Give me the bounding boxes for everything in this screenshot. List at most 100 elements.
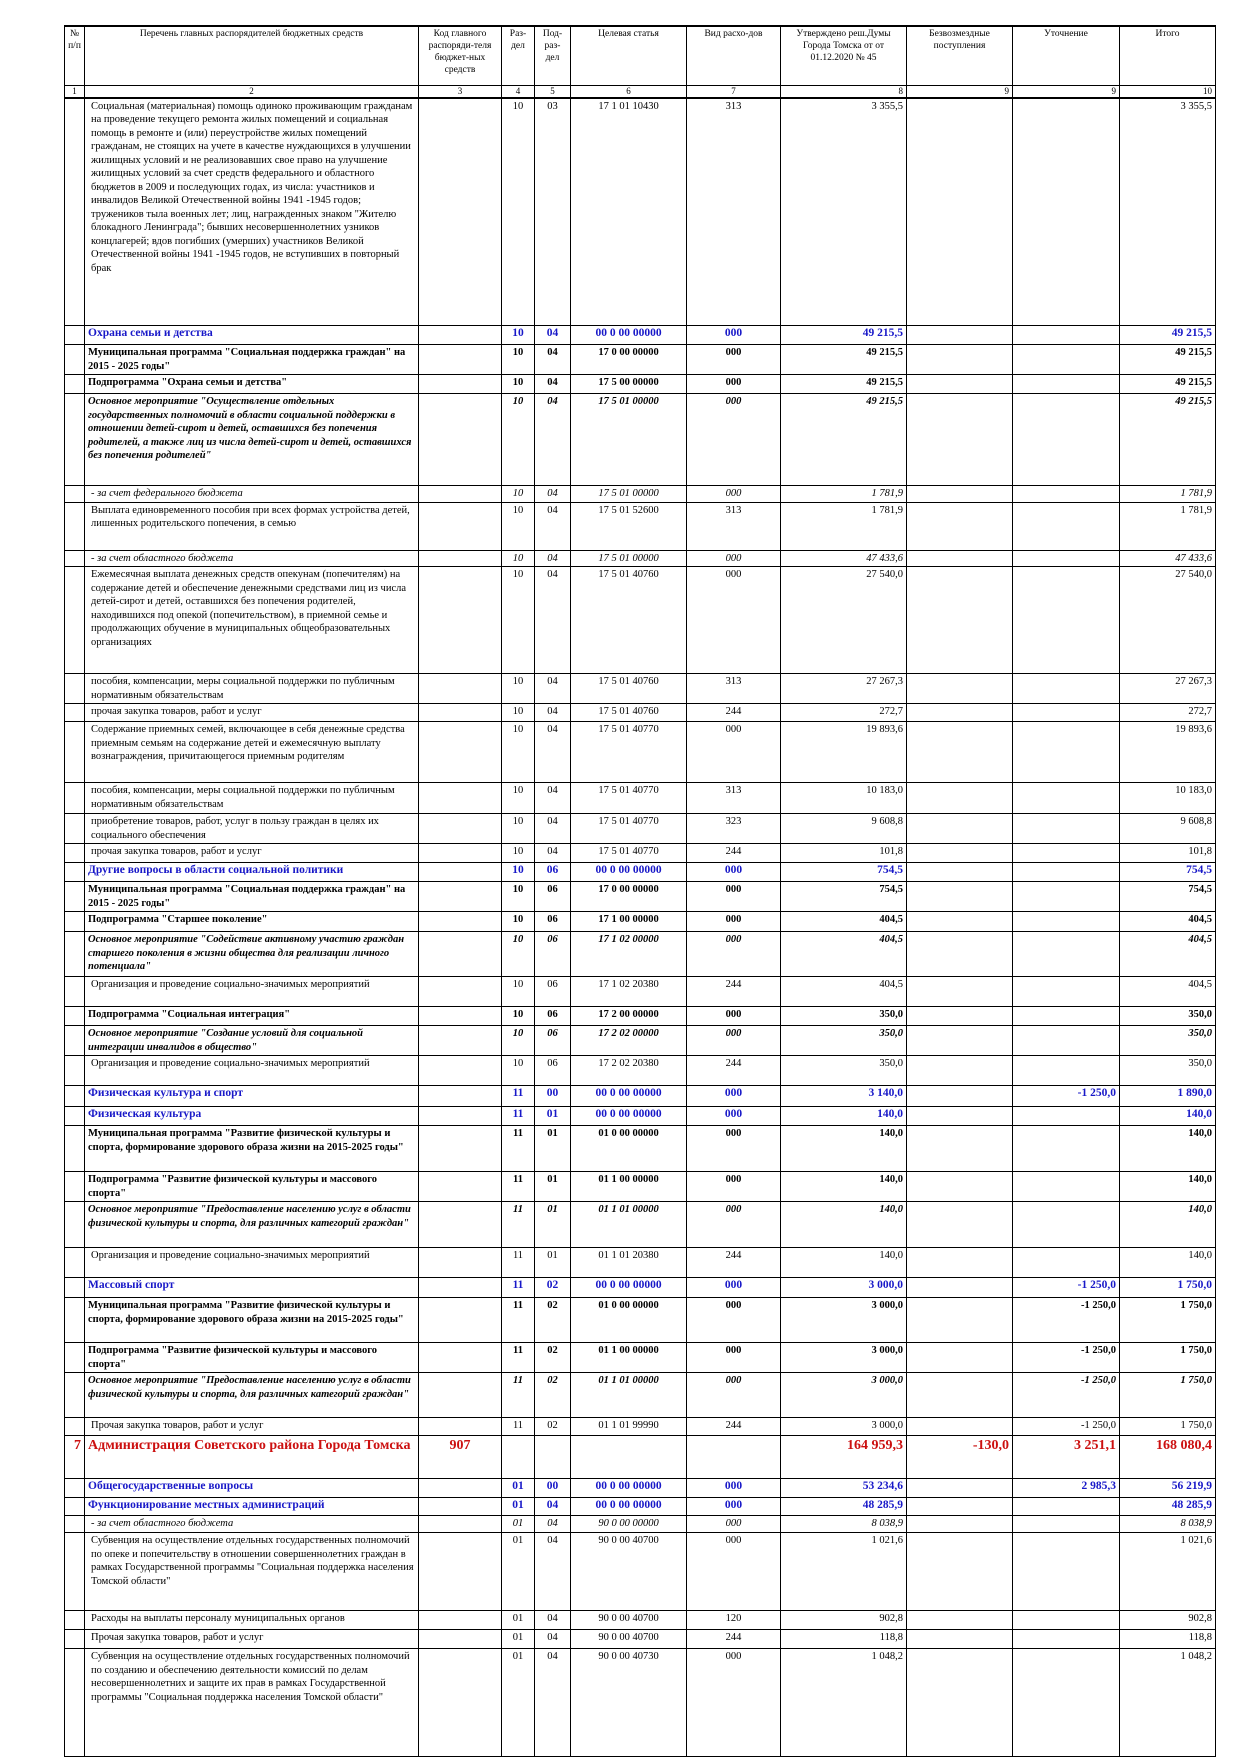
- table-row: Прочая закупка товаров, работ и услуг 01 0…: [64, 1629, 1216, 1649]
- cell: 140,0: [780, 1247, 907, 1278]
- table-body: Социальная (материальная) помощь одиноко…: [64, 97, 1216, 1757]
- cell: 01 1 01 20380: [570, 1247, 687, 1278]
- cell: 17 2 02 20380: [570, 1055, 687, 1086]
- cell: [501, 1435, 535, 1479]
- cell: 49 215,5: [1119, 374, 1216, 394]
- cell: [418, 1277, 502, 1298]
- row-name: Прочая закупка товаров, работ и услуг: [84, 1417, 419, 1436]
- cell: 04: [534, 501, 571, 551]
- cell: 140,0: [1119, 1106, 1216, 1126]
- header-cell: Итого: [1119, 25, 1216, 86]
- cell: 907: [418, 1435, 502, 1479]
- cell: 168 080,4: [1119, 1435, 1216, 1479]
- table-row: Подпрограмма "Развитие физической культу…: [64, 1342, 1216, 1373]
- cell: 17 2 00 00000: [570, 1006, 687, 1026]
- cell: 04: [534, 1532, 571, 1611]
- row-name: Расходы на выплаты персоналу муниципальн…: [84, 1610, 419, 1630]
- cell: [906, 1297, 1013, 1343]
- header-cell: Раз-дел: [501, 25, 535, 86]
- cell: [906, 1515, 1013, 1533]
- cell: 04: [534, 1610, 571, 1630]
- cell: 9 608,8: [780, 813, 907, 844]
- cell: 11: [501, 1106, 535, 1126]
- cell: [64, 1417, 85, 1436]
- cell: [418, 1372, 502, 1418]
- cell: [1012, 931, 1120, 977]
- cell: [64, 843, 85, 863]
- cell: [64, 1297, 85, 1343]
- cell: 04: [534, 703, 571, 722]
- cell: 902,8: [1119, 1610, 1216, 1630]
- cell: [418, 1171, 502, 1202]
- cell: 04: [534, 374, 571, 394]
- table-row: прочая закупка товаров, работ и услуг 10 0…: [64, 843, 1216, 863]
- cell: [64, 344, 85, 375]
- column-number: 1: [64, 84, 85, 99]
- cell: [906, 1372, 1013, 1418]
- cell: 17 5 01 40760: [570, 566, 687, 674]
- cell: 244: [686, 843, 781, 863]
- cell: 244: [686, 1055, 781, 1086]
- cell: 01: [534, 1171, 571, 1202]
- cell: [906, 501, 1013, 551]
- cell: [1012, 1055, 1120, 1086]
- row-name: прочая закупка товаров, работ и услуг: [84, 843, 419, 863]
- cell: 47 433,6: [1119, 549, 1216, 567]
- cell: 000: [686, 881, 781, 912]
- cell: 01: [501, 1497, 535, 1516]
- cell: [906, 1006, 1013, 1026]
- table-row: Субвенция на осуществление отдельных гос…: [64, 1648, 1216, 1757]
- cell: [64, 1629, 85, 1649]
- header-cell: Уточнение: [1012, 25, 1120, 86]
- cell: 19 893,6: [1119, 721, 1216, 783]
- cell: 1 750,0: [1119, 1372, 1216, 1418]
- cell: 000: [686, 1478, 781, 1498]
- cell: [1012, 566, 1120, 674]
- cell: 140,0: [780, 1201, 907, 1248]
- cell: 10: [501, 721, 535, 783]
- cell: 10: [501, 843, 535, 863]
- cell: 10: [501, 344, 535, 375]
- cell: [906, 1201, 1013, 1248]
- cell: [1012, 1532, 1120, 1611]
- row-name: Основное мероприятие "Осуществление отде…: [84, 393, 419, 486]
- cell: 350,0: [1119, 1055, 1216, 1086]
- cell: 000: [686, 931, 781, 977]
- cell: 17 5 01 00000: [570, 549, 687, 567]
- cell: 01 0 00 00000: [570, 1297, 687, 1343]
- cell: 01: [534, 1106, 571, 1126]
- cell: 3 000,0: [780, 1297, 907, 1343]
- cell: [64, 862, 85, 882]
- cell: [906, 393, 1013, 486]
- cell: [418, 782, 502, 814]
- cell: 244: [686, 1247, 781, 1278]
- cell: [64, 1342, 85, 1373]
- cell: 90 0 00 40700: [570, 1629, 687, 1649]
- cell: 8 038,9: [1119, 1515, 1216, 1533]
- cell: 11: [501, 1085, 535, 1107]
- cell: 01: [501, 1629, 535, 1649]
- cell: 000: [686, 566, 781, 674]
- cell: 06: [534, 976, 571, 1007]
- cell: [906, 931, 1013, 977]
- cell: [906, 485, 1013, 503]
- cell: 04: [534, 813, 571, 844]
- table-row: Муниципальная программа "Социальная подд…: [64, 881, 1216, 912]
- cell: 00 0 00 00000: [570, 1085, 687, 1107]
- cell: [418, 673, 502, 704]
- table-row: Подпрограмма "Социальная интеграция" 10 06…: [64, 1006, 1216, 1026]
- cell: 01 1 01 00000: [570, 1372, 687, 1418]
- table-row: - за счет областного бюджета 10 04 17 5 01 …: [64, 549, 1216, 567]
- cell: [418, 1201, 502, 1248]
- row-name: - за счет областного бюджета: [84, 549, 419, 567]
- cell: 000: [686, 1171, 781, 1202]
- table-row: 7 Администрация Советского района Города …: [64, 1435, 1216, 1479]
- cell: 10: [501, 1006, 535, 1026]
- cell: [418, 1055, 502, 1086]
- cell: 404,5: [1119, 931, 1216, 977]
- row-name: Муниципальная программа "Развитие физиче…: [84, 1125, 419, 1172]
- cell: 01 1 01 99990: [570, 1417, 687, 1436]
- cell: 140,0: [1119, 1125, 1216, 1172]
- cell: 17 5 01 00000: [570, 485, 687, 503]
- cell: [418, 344, 502, 375]
